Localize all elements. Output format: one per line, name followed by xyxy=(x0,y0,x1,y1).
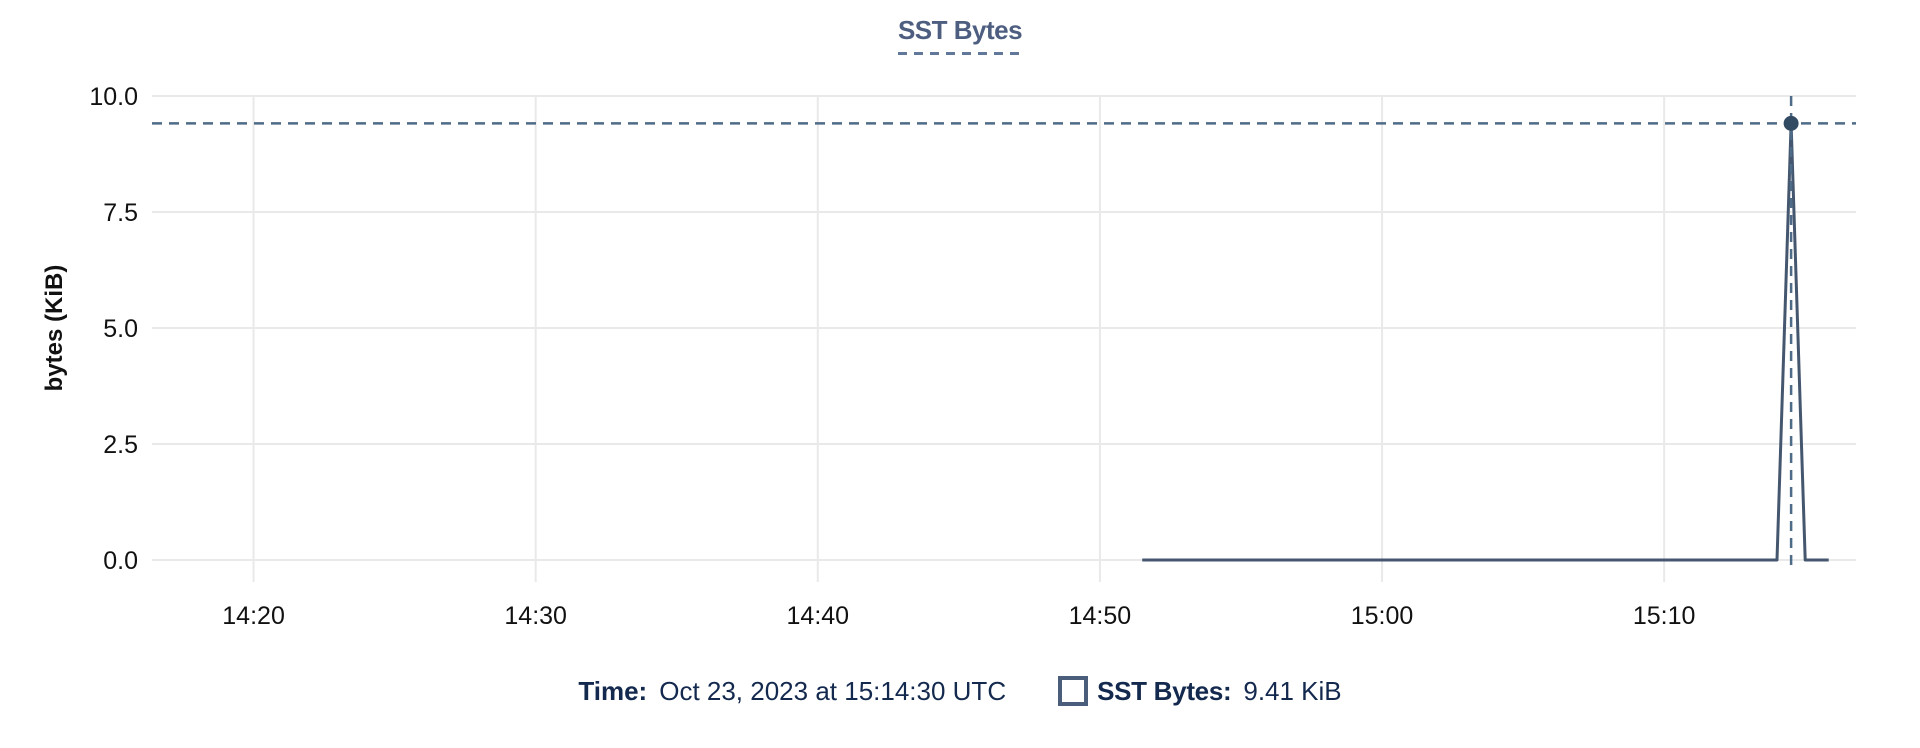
x-axis-tick-labels: 14:20 14:30 14:40 14:50 15:00 15:10 xyxy=(222,602,1695,630)
plot-area[interactable]: 0.0 2.5 5.0 7.5 10.0 14:20 14:30 14:40 14:50 15:0… xyxy=(0,0,1920,660)
y-tick-label: 5.0 xyxy=(103,315,138,343)
chart-title-text: SST Bytes xyxy=(897,15,1023,45)
chart-title[interactable]: SST Bytes xyxy=(897,15,1023,55)
y-axis-tick-labels: 0.0 2.5 5.0 7.5 10.0 xyxy=(89,83,138,575)
x-tick-label: 15:10 xyxy=(1633,602,1696,630)
x-tick-label: 15:00 xyxy=(1351,602,1414,630)
x-tick-label: 14:50 xyxy=(1069,602,1132,630)
x-tick-label: 14:20 xyxy=(222,602,285,630)
x-tick-label: 14:30 xyxy=(504,602,567,630)
y-tick-label: 0.0 xyxy=(103,547,138,575)
x-tick-label: 14:40 xyxy=(787,602,850,630)
y-tick-label: 10.0 xyxy=(89,83,138,111)
time-label: Time: xyxy=(578,676,648,706)
series-label: SST Bytes: xyxy=(1097,676,1232,706)
series-swatch-icon[interactable] xyxy=(1058,676,1089,706)
time-value: Oct 23, 2023 at 15:14:30 UTC xyxy=(659,676,1007,706)
chart-title-dashed-underline xyxy=(897,51,1023,55)
tooltip-legend: Time: Oct 23, 2023 at 15:14:30 UTC SST B… xyxy=(0,674,1920,708)
y-tick-label: 7.5 xyxy=(103,199,138,227)
series-line xyxy=(1142,121,1829,562)
hovered-data-point[interactable] xyxy=(1783,115,1799,131)
y-axis-title: bytes (KiB) xyxy=(41,265,68,392)
series-legend-toggle[interactable]: SST Bytes: 9.41 KiB xyxy=(1058,674,1342,708)
y-tick-label: 2.5 xyxy=(103,431,138,459)
series-value: 9.41 KiB xyxy=(1243,676,1342,706)
gridlines xyxy=(152,95,1856,582)
